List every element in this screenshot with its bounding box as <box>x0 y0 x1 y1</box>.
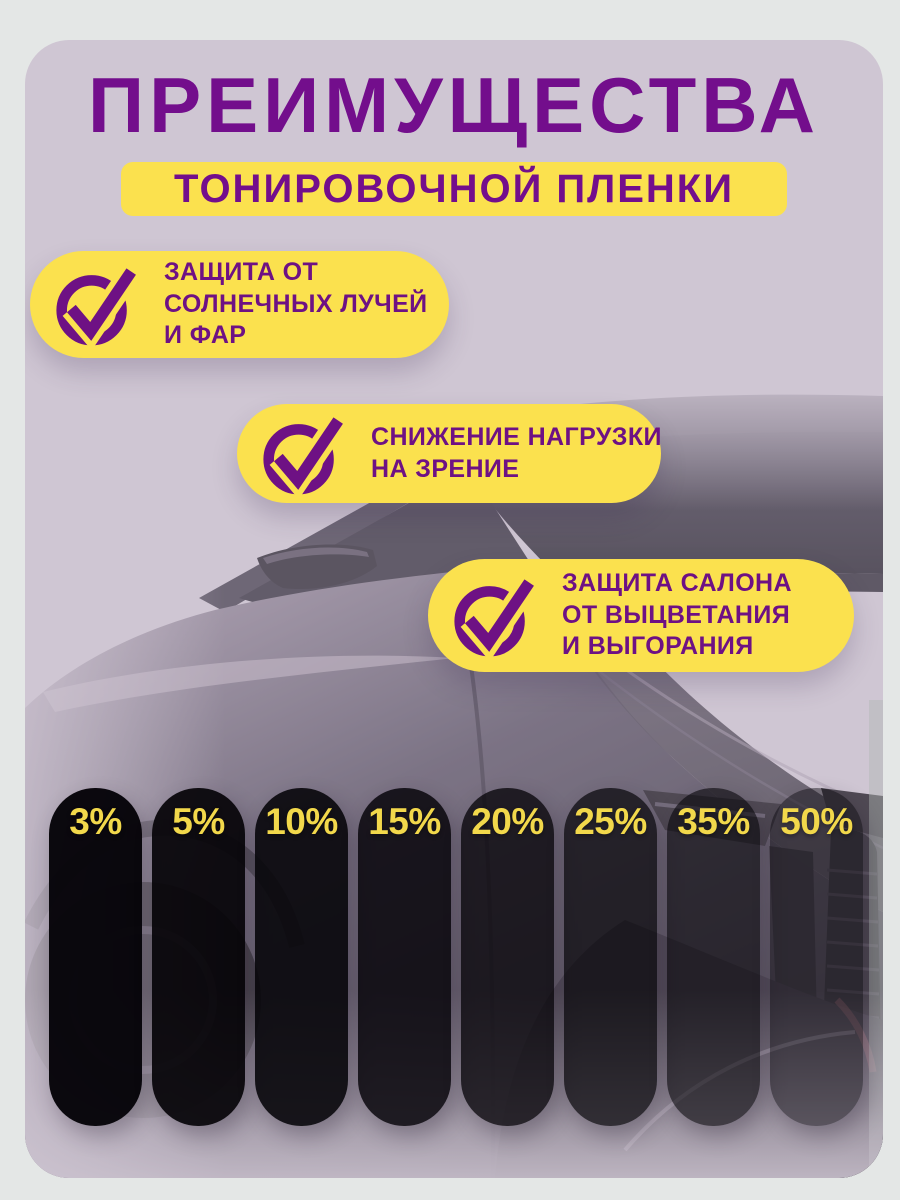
tint-strip-20: 20% <box>461 788 554 1126</box>
benefit-text: ЗАЩИТА САЛОНА ОТ ВЫЦВЕТАНИЯ И ВЫГОРАНИЯ <box>562 568 792 663</box>
tint-strip-25: 25% <box>564 788 657 1126</box>
benefit-line: ОТ ВЫЦВЕТАНИЯ <box>562 600 791 629</box>
benefit-text: СНИЖЕНИЕ НАГРУЗКИ НА ЗРЕНИЕ <box>371 422 662 485</box>
tint-strip-50: 50% <box>770 788 863 1126</box>
benefit-line: И ФАР <box>164 321 247 350</box>
benefit-badge-eye-strain: СНИЖЕНИЕ НАГРУЗКИ НА ЗРЕНИЕ <box>237 404 661 503</box>
benefit-line: НА ЗРЕНИЕ <box>371 454 520 483</box>
tint-strip-10: 10% <box>255 788 348 1126</box>
tint-label: 15% <box>368 801 441 842</box>
tint-label: 10% <box>265 801 338 842</box>
benefit-line: СНИЖЕНИЕ НАГРУЗКИ <box>371 423 662 451</box>
poster-card: ПРЕИМУЩЕСТВА ТОНИРОВОЧНОЙ ПЛЕНКИ ЗАЩИТА … <box>25 40 883 1178</box>
benefit-line: И ВЫГОРАНИЯ <box>562 632 754 661</box>
tint-label: 20% <box>471 801 544 842</box>
subtitle-highlight: ТОНИРОВОЧНОЙ ПЛЕНКИ <box>121 162 787 216</box>
check-icon <box>454 575 538 660</box>
subtitle-text: ТОНИРОВОЧНОЙ ПЛЕНКИ <box>174 166 734 211</box>
check-icon <box>56 264 140 349</box>
tint-strip-3: 3% <box>49 788 142 1126</box>
benefit-line: ЗАЩИТА ОТ <box>164 258 319 287</box>
tint-label: 25% <box>574 801 647 842</box>
page-title: ПРЕИМУЩЕСТВА <box>88 61 820 149</box>
tint-label: 5% <box>172 801 225 842</box>
tint-strip-35: 35% <box>667 788 760 1126</box>
tint-scale: 3% 5% 10% 15% 20% 25% 35% 50% <box>49 788 863 1126</box>
benefit-badge-sun-protection: ЗАЩИТА ОТ СОЛНЕЧНЫХ ЛУЧЕЙ И ФАР <box>30 251 449 358</box>
tint-label: 50% <box>780 801 853 842</box>
tint-label: 35% <box>677 801 750 842</box>
tint-strip-15: 15% <box>358 788 451 1126</box>
check-icon <box>263 413 347 498</box>
benefit-text: ЗАЩИТА ОТ СОЛНЕЧНЫХ ЛУЧЕЙ И ФАР <box>164 257 428 352</box>
benefit-line: ЗАЩИТА САЛОНА <box>562 569 792 598</box>
tint-strip-5: 5% <box>152 788 245 1126</box>
benefit-badge-interior-protection: ЗАЩИТА САЛОНА ОТ ВЫЦВЕТАНИЯ И ВЫГОРАНИЯ <box>428 559 854 672</box>
benefit-line: СОЛНЕЧНЫХ ЛУЧЕЙ <box>164 289 428 318</box>
tint-label: 3% <box>69 801 122 842</box>
